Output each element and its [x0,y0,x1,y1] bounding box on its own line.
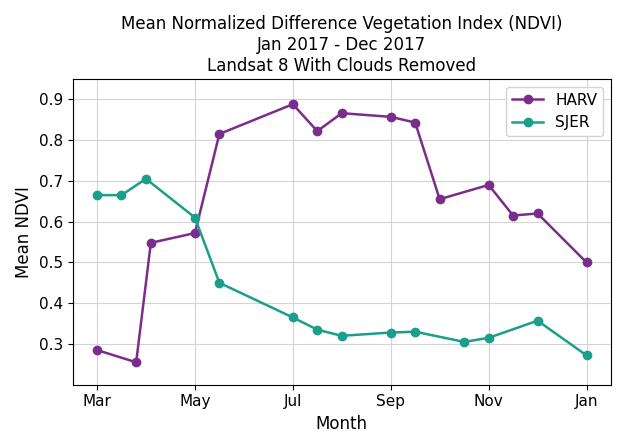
Line: HARV: HARV [93,100,591,366]
HARV [289,102,297,107]
Title: Mean Normalized Difference Vegetation Index (NDVI)
Jan 2017 - Dec 2017
Landsat 8: Mean Normalized Difference Vegetation In… [121,15,563,75]
HARV [510,213,517,218]
X-axis label: Month: Month [316,415,367,433]
SJER [460,339,468,345]
HARV [147,240,155,246]
SJER [289,315,297,320]
Legend: HARV, SJER: HARV, SJER [506,86,603,137]
Y-axis label: Mean NDVI: Mean NDVI [15,186,33,278]
SJER [387,330,394,335]
SJER [93,193,101,198]
HARV [485,182,493,188]
SJER [534,318,541,323]
HARV [314,129,321,134]
HARV [387,114,394,120]
Line: SJER: SJER [93,175,591,360]
SJER [411,329,419,334]
HARV [583,260,590,265]
SJER [118,193,125,198]
HARV [191,230,198,236]
HARV [436,197,443,202]
HARV [215,131,223,137]
HARV [338,111,346,116]
SJER [314,327,321,332]
HARV [534,211,541,216]
HARV [93,347,101,353]
HARV [411,120,419,125]
SJER [191,215,198,220]
HARV [133,360,140,365]
SJER [485,335,493,340]
SJER [583,353,590,358]
SJER [142,176,150,181]
SJER [215,280,223,285]
SJER [338,333,346,339]
